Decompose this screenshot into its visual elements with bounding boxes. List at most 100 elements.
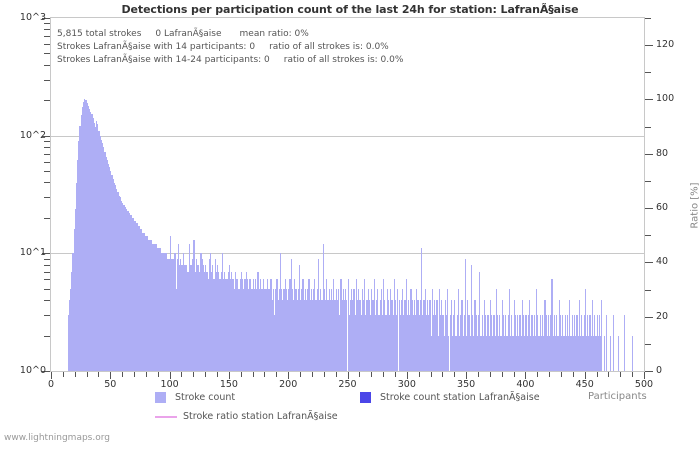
bar <box>124 206 126 371</box>
bar <box>557 335 559 371</box>
bar <box>189 264 191 371</box>
x-tick-minor <box>431 372 432 377</box>
bar <box>552 335 554 371</box>
legend-item[interactable]: Stroke count station LafranÃ§aise <box>360 392 540 403</box>
x-tick-label: 500 <box>634 379 654 390</box>
bar <box>285 288 288 371</box>
legend-item[interactable]: Stroke count <box>155 392 235 403</box>
annotation-text: ratio of all strokes is: 0.0% <box>283 55 404 65</box>
bar <box>581 314 583 371</box>
bar <box>543 335 545 371</box>
bar <box>203 271 206 371</box>
y-tick-label-left: 10^2 <box>19 129 46 141</box>
bar <box>504 335 506 371</box>
bar <box>215 271 218 371</box>
bar <box>377 288 379 371</box>
bar <box>460 314 462 371</box>
bar <box>295 288 297 371</box>
legend-item[interactable]: Stroke ratio station LafranÃ§aise <box>155 411 338 422</box>
bar <box>466 335 468 371</box>
y-tick-minor-right <box>645 72 651 73</box>
bar <box>456 314 458 371</box>
bar <box>168 258 170 371</box>
bar <box>577 335 579 371</box>
x-tick-minor <box>514 372 515 377</box>
bar <box>501 300 503 371</box>
bar <box>384 300 386 371</box>
bar <box>277 300 279 371</box>
bar <box>233 288 235 371</box>
bar <box>227 271 229 371</box>
bar <box>425 314 427 371</box>
bar <box>598 314 601 371</box>
x-tick-minor <box>264 372 265 377</box>
bar <box>585 335 588 371</box>
x-tick-minor <box>454 372 455 377</box>
bar <box>437 335 439 371</box>
bar <box>530 335 532 371</box>
x-axis-title: Participants <box>588 391 647 402</box>
bar <box>462 335 464 371</box>
bar <box>307 288 309 371</box>
bar <box>113 182 116 371</box>
bar <box>532 335 534 371</box>
bar <box>386 288 388 371</box>
x-tick-minor <box>253 372 254 377</box>
bar <box>196 264 199 371</box>
bar <box>544 300 546 371</box>
bar <box>131 217 133 371</box>
bar <box>348 314 350 371</box>
bar <box>361 288 363 371</box>
bar <box>279 253 282 371</box>
bar <box>176 258 178 371</box>
bar <box>505 314 507 371</box>
y-tick-minor <box>44 29 50 30</box>
bar <box>276 279 278 371</box>
bar <box>181 264 183 371</box>
y-tick-minor <box>44 36 50 37</box>
legend-label: Stroke count station LafranÃ§aise <box>380 392 540 403</box>
bar <box>489 300 491 371</box>
y-axis-left-title: Count <box>0 171 1 201</box>
bar <box>321 300 323 371</box>
bar <box>593 335 595 371</box>
y-tick-major-right <box>645 262 653 263</box>
bar <box>381 314 384 371</box>
x-tick-minor <box>573 372 574 377</box>
bar <box>595 335 597 371</box>
bar <box>308 279 310 371</box>
bar <box>252 279 254 371</box>
bar <box>201 258 203 371</box>
bar <box>496 314 499 371</box>
bar <box>632 335 634 371</box>
bar <box>301 288 303 371</box>
bar <box>98 130 100 371</box>
bar <box>305 300 308 371</box>
bar <box>486 335 488 371</box>
bar <box>253 288 255 371</box>
y-tick-minor <box>44 279 50 280</box>
bar <box>207 279 209 371</box>
bar <box>355 279 357 371</box>
bar <box>339 314 341 371</box>
bar <box>583 314 585 371</box>
bar <box>143 232 145 371</box>
bar <box>367 288 369 371</box>
x-tick-major <box>170 372 171 379</box>
annotation-text: 5,815 total strokes <box>57 29 142 39</box>
bar <box>479 271 481 371</box>
bar <box>297 288 299 371</box>
bar <box>515 335 518 371</box>
bar <box>282 300 284 371</box>
bar <box>246 279 248 371</box>
bar <box>506 335 508 371</box>
bar <box>378 314 380 371</box>
bar <box>148 239 150 371</box>
bar <box>523 314 525 371</box>
bar <box>373 279 375 371</box>
gridline <box>51 253 644 254</box>
legend-label: Stroke count <box>175 392 236 403</box>
bar <box>173 258 175 371</box>
bar <box>560 335 563 371</box>
bar <box>509 335 512 371</box>
